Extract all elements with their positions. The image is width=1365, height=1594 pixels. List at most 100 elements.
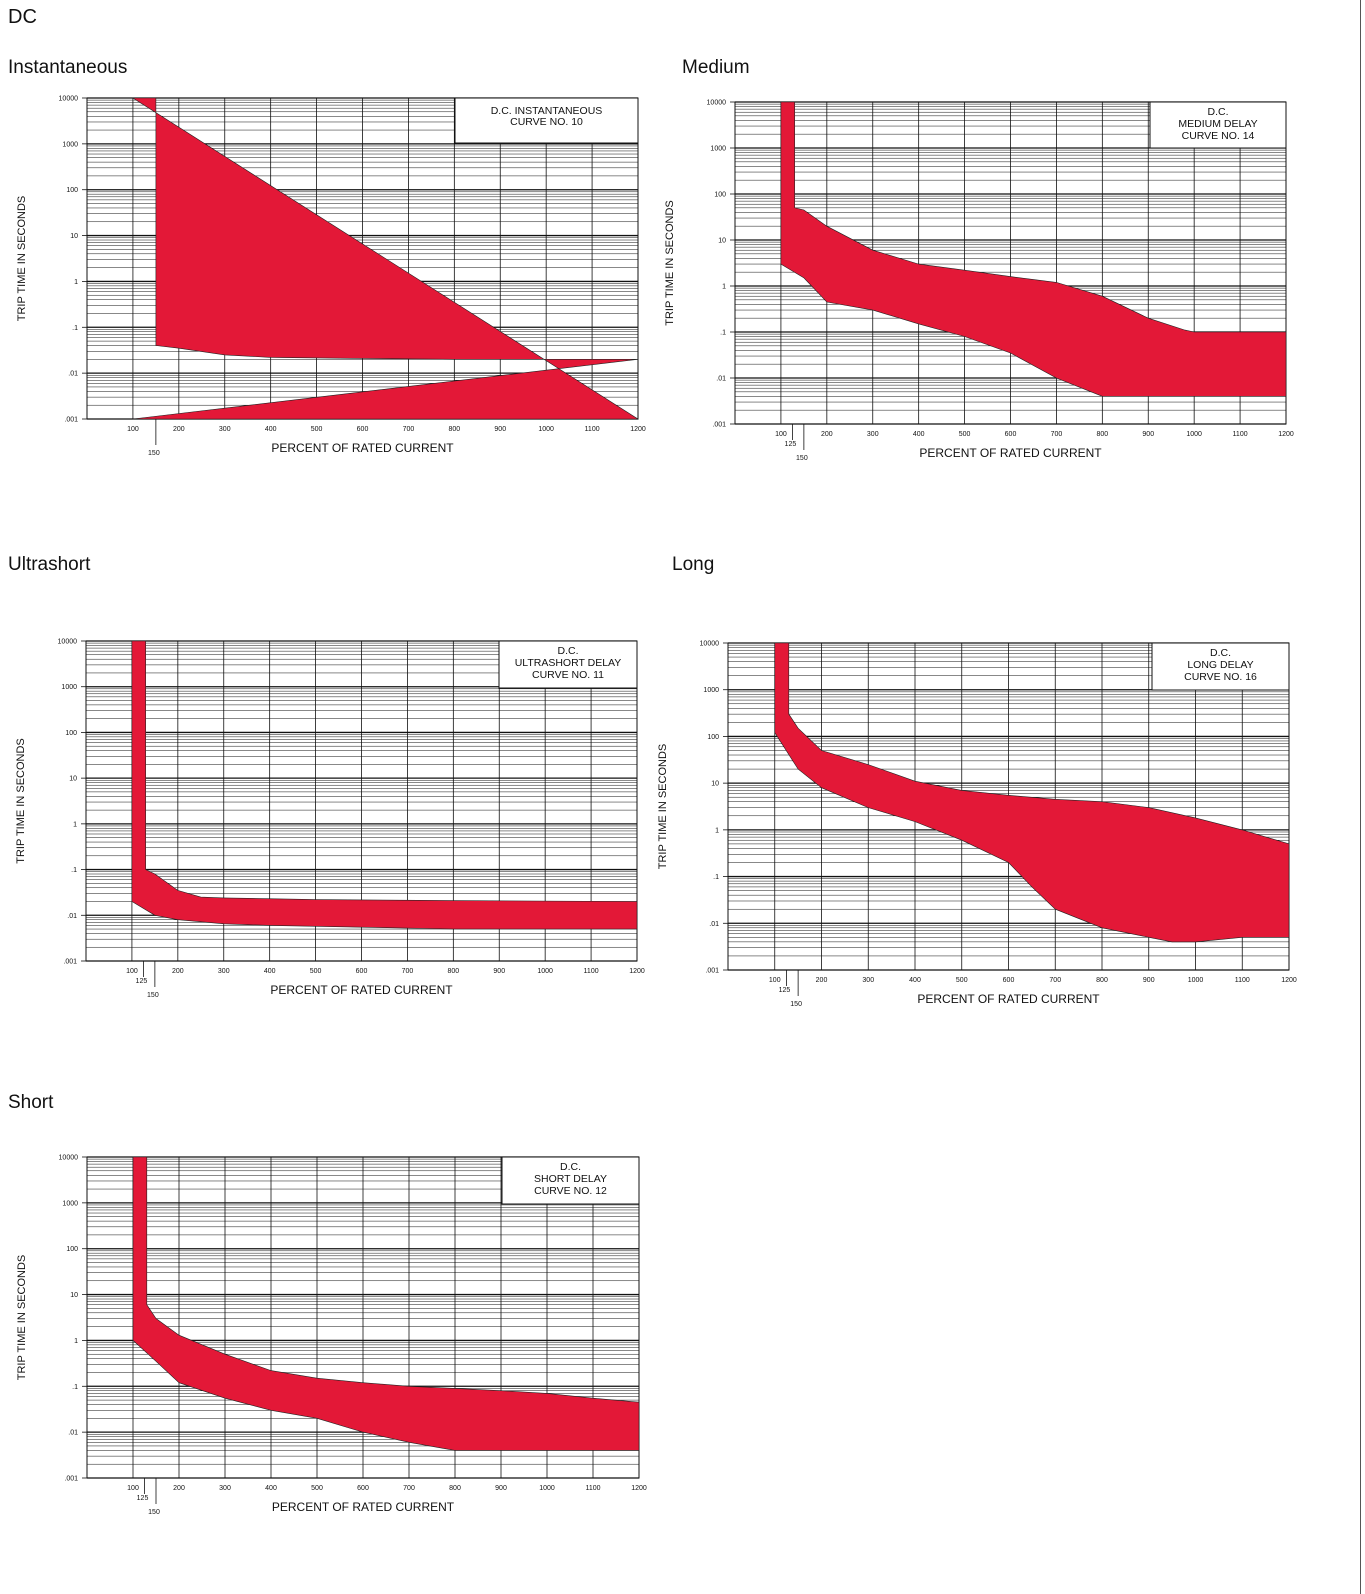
y-tick-label: 100 xyxy=(65,730,77,737)
x-tick-label: 100 xyxy=(126,968,138,975)
y-tick-label: .001 xyxy=(712,422,726,429)
x-tick-label: 700 xyxy=(403,1485,415,1492)
x-tick-label: 800 xyxy=(1096,431,1108,438)
y-tick-label: 10 xyxy=(70,1292,78,1299)
marker-tick-label: 150 xyxy=(790,1001,802,1008)
chart-title-line: LONG DELAY xyxy=(1187,659,1253,671)
chart-title-box xyxy=(498,640,638,689)
x-tick-label: 700 xyxy=(403,426,415,433)
x-tick-label: 200 xyxy=(816,977,828,984)
section-title-medium: Medium xyxy=(682,57,750,78)
y-tick-label: 10000 xyxy=(59,1155,79,1162)
chart-title-line: CURVE NO. 10 xyxy=(510,116,583,128)
x-tick-label: 1000 xyxy=(538,426,554,433)
x-axis-label: PERCENT OF RATED CURRENT xyxy=(272,1500,455,1514)
x-tick-label: 400 xyxy=(264,968,276,975)
x-tick-label: 600 xyxy=(357,1485,369,1492)
plot-frame xyxy=(86,1156,640,1479)
y-tick-label: .01 xyxy=(67,913,77,920)
y-tick-label: 1000 xyxy=(710,146,726,153)
y-tick-label: .01 xyxy=(68,371,78,378)
x-axis-label: PERCENT OF RATED CURRENT xyxy=(919,446,1102,460)
x-tick-label: 900 xyxy=(494,426,506,433)
marker-tick-label: 125 xyxy=(136,978,148,985)
x-tick-label: 200 xyxy=(173,426,185,433)
y-tick-label: 1 xyxy=(74,279,78,286)
x-tick-label: 700 xyxy=(1049,977,1061,984)
x-tick-label: 1200 xyxy=(1278,431,1294,438)
y-tick-label: .1 xyxy=(72,325,78,332)
chart-title-box xyxy=(501,1156,640,1205)
y-tick-label: .1 xyxy=(72,1384,78,1391)
x-tick-label: 1200 xyxy=(629,968,645,975)
y-tick-label: .001 xyxy=(63,959,77,966)
trip-band-short xyxy=(132,1156,640,1451)
x-tick-label: 1200 xyxy=(631,1485,647,1492)
plot-frame xyxy=(734,101,1287,425)
y-tick-label: .01 xyxy=(716,376,726,383)
x-tick-label: 1100 xyxy=(585,1485,600,1492)
section-title-instantaneous: Instantaneous xyxy=(8,57,128,78)
x-tick-label: 300 xyxy=(862,977,874,984)
x-tick-label: 600 xyxy=(1003,977,1015,984)
x-tick-label: 500 xyxy=(959,431,971,438)
x-tick-label: 1000 xyxy=(1188,977,1204,984)
chart-title-line: D.C. xyxy=(1208,106,1229,118)
chart-title-line: CURVE NO. 11 xyxy=(532,669,604,681)
x-tick-label: 800 xyxy=(449,1485,461,1492)
x-axis-label: PERCENT OF RATED CURRENT xyxy=(917,992,1100,1006)
y-tick-label: .1 xyxy=(720,330,726,337)
y-tick-label: 10 xyxy=(69,776,77,783)
y-tick-label: 1 xyxy=(722,284,726,291)
y-tick-label: 10 xyxy=(711,781,719,788)
y-tick-label: .001 xyxy=(64,417,78,424)
x-tick-label: 400 xyxy=(913,431,925,438)
y-tick-label: 1 xyxy=(715,827,719,834)
x-tick-label: 200 xyxy=(821,431,833,438)
plot-frame xyxy=(85,640,638,962)
y-tick-label: .001 xyxy=(64,1476,78,1483)
marker-tick-label: 150 xyxy=(147,992,159,999)
x-tick-label: 300 xyxy=(219,426,231,433)
x-tick-label: 500 xyxy=(956,977,968,984)
chart-title-line: D.C. xyxy=(558,645,579,657)
marker-tick-label: 150 xyxy=(796,455,808,462)
y-tick-label: 10000 xyxy=(707,100,727,107)
x-tick-label: 1100 xyxy=(1233,431,1248,438)
x-tick-label: 400 xyxy=(265,426,277,433)
y-tick-label: 10000 xyxy=(59,96,79,103)
y-tick-label: .01 xyxy=(68,1430,78,1437)
x-tick-label: 300 xyxy=(867,431,879,438)
y-tick-label: 100 xyxy=(707,734,719,741)
chart-title-line: CURVE NO. 16 xyxy=(1184,671,1257,683)
x-tick-label: 800 xyxy=(1096,977,1108,984)
chart-title-line: D.C. INSTANTANEOUS xyxy=(491,105,603,117)
y-axis-label: TRIP TIME IN SECONDS xyxy=(16,196,28,322)
x-tick-label: 900 xyxy=(493,968,505,975)
x-tick-label: 200 xyxy=(173,1485,185,1492)
y-tick-label: 1000 xyxy=(62,1200,78,1207)
y-tick-label: 10000 xyxy=(58,639,78,646)
y-tick-label: 100 xyxy=(66,187,78,194)
y-tick-label: .01 xyxy=(709,921,719,928)
y-tick-label: .001 xyxy=(705,968,719,975)
x-tick-label: 900 xyxy=(495,1485,507,1492)
y-tick-label: 10 xyxy=(718,238,726,245)
x-tick-label: 600 xyxy=(1005,431,1017,438)
x-tick-label: 200 xyxy=(172,968,184,975)
x-tick-label: 1000 xyxy=(537,968,553,975)
x-tick-label: 1000 xyxy=(539,1485,555,1492)
marker-tick-label: 125 xyxy=(785,441,797,448)
marker-tick-label: 150 xyxy=(148,450,160,457)
marker-tick-label: 125 xyxy=(779,987,791,994)
marker-tick-label: 125 xyxy=(137,1495,149,1502)
x-tick-label: 1200 xyxy=(1281,977,1297,984)
chart-title-line: CURVE NO. 12 xyxy=(534,1185,607,1197)
x-tick-label: 500 xyxy=(310,968,322,975)
x-tick-label: 1100 xyxy=(584,968,599,975)
trip-band-medium xyxy=(780,101,1287,397)
